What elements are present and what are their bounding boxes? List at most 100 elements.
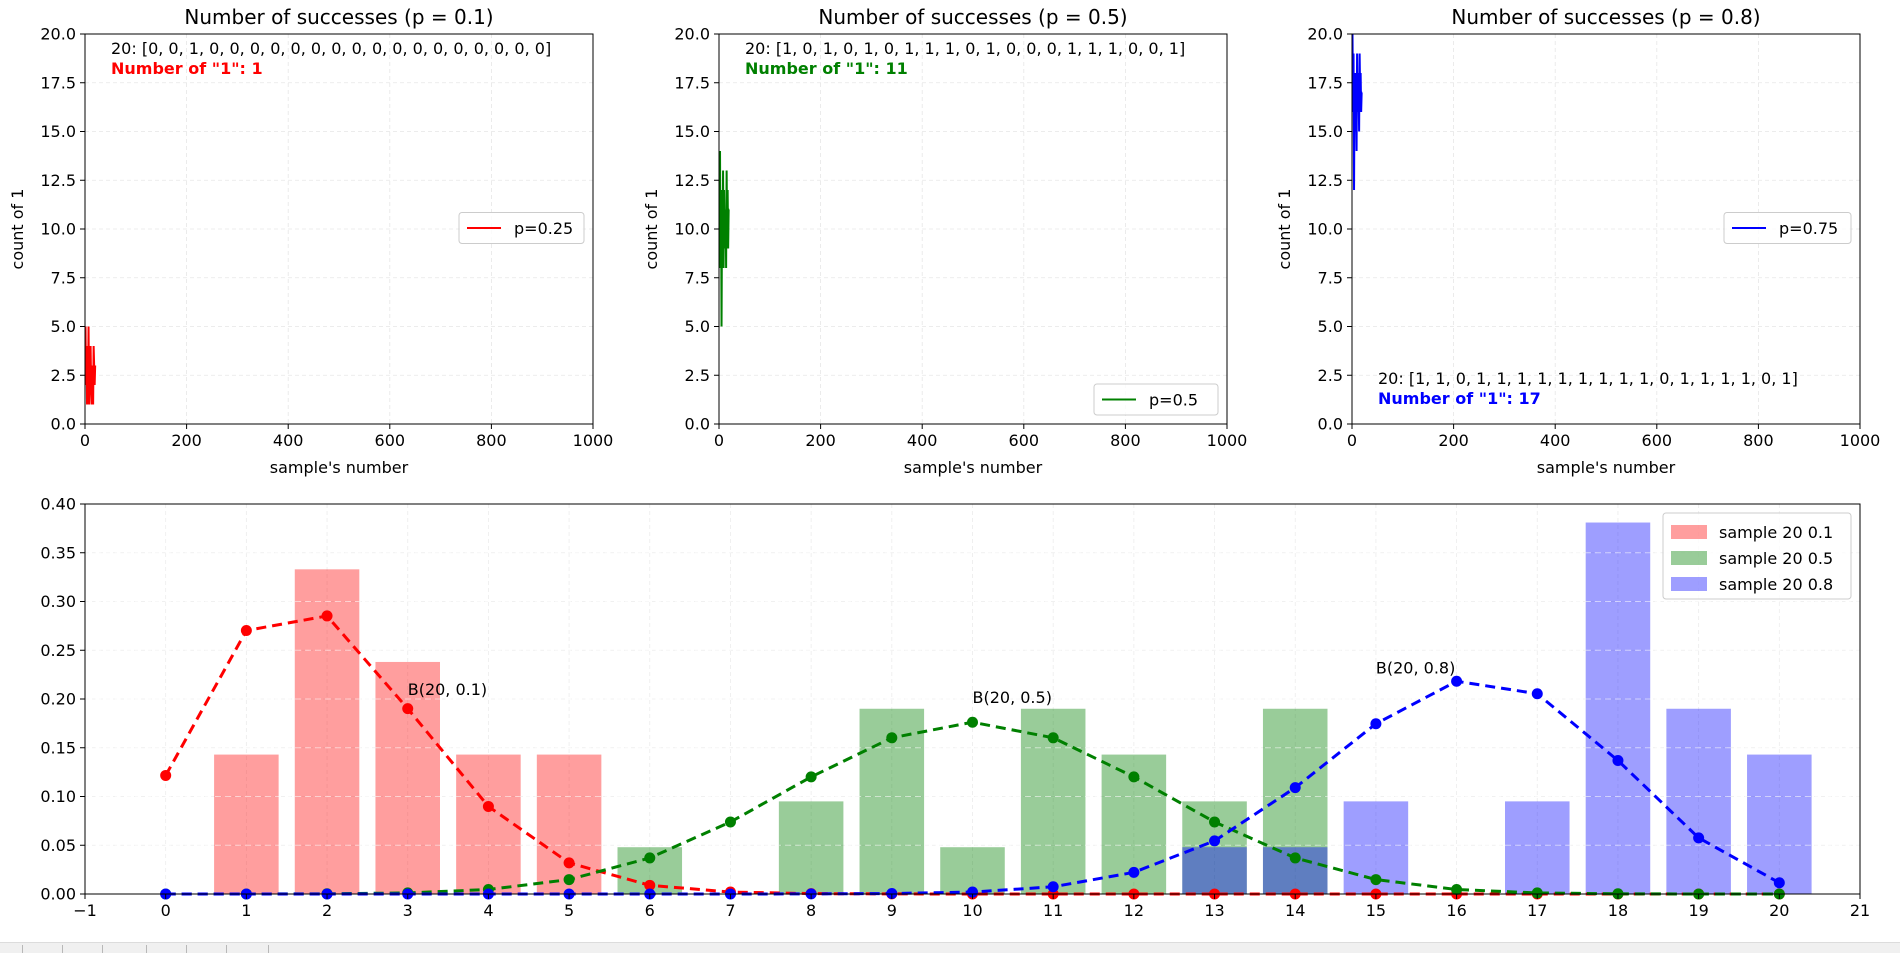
y-tick-label: 0.15 [40, 738, 76, 757]
y-tick-label: 0.05 [40, 836, 76, 855]
y-axis-label: count of 1 [1275, 189, 1294, 270]
y-tick-label: 0.40 [40, 495, 76, 514]
chart-title: Number of successes (p = 0.5) [818, 5, 1127, 29]
histogram-bar [294, 569, 360, 894]
legend-label: sample 20 0.5 [1719, 549, 1833, 568]
pmf-point [1289, 782, 1301, 794]
pmf-point [805, 771, 817, 783]
y-axis-label: count of 1 [642, 189, 661, 270]
pmf-point [240, 625, 252, 637]
y-tick-label: 12.5 [1307, 171, 1343, 190]
pmf-point [644, 852, 656, 864]
histogram-bar [1505, 801, 1570, 894]
pmf-point [1128, 866, 1140, 878]
y-tick-label: 15.0 [1307, 122, 1343, 141]
x-tick-label: 6 [645, 901, 655, 920]
y-tick-label: 5.0 [51, 317, 76, 336]
toolbar-separator [102, 945, 103, 953]
toolbar-separator [22, 945, 23, 953]
x-tick-label: 0 [1347, 431, 1357, 450]
subplot-2: 0 200 400 600 800 1000 0.0 2.5 5.0 7.5 10.0 12.5 15.… [642, 5, 1247, 477]
x-tick-label: 1000 [573, 431, 614, 450]
y-tick-label: 15.0 [674, 122, 710, 141]
y-tick-label: 12.5 [674, 171, 710, 190]
x-tick-label: 1 [241, 901, 251, 920]
x-tick-label: 16 [1446, 901, 1466, 920]
x-tick-label: 600 [1642, 431, 1673, 450]
y-tick-label: 0.25 [40, 641, 76, 660]
y-tick-label: 2.5 [685, 366, 710, 385]
histogram-bar [940, 847, 1005, 894]
x-tick-label: 15 [1366, 901, 1386, 920]
y-tick-label: 17.5 [40, 73, 76, 92]
legend-label: sample 20 0.8 [1719, 575, 1833, 594]
y-tick-label: 12.5 [40, 171, 76, 190]
pmf-point [724, 816, 736, 828]
pmf-point [967, 716, 978, 728]
x-tick-label: 2 [322, 901, 332, 920]
y-tick-label: 10.0 [40, 220, 76, 239]
y-tick-label: 20.0 [1307, 25, 1343, 44]
subplot-3: 0 200 400 600 800 1000 0.0 2.5 5.0 7.5 10.0 12.5 15.… [1275, 5, 1880, 477]
y-tick-label: 7.5 [685, 268, 710, 287]
legend: p=0.5 [1093, 383, 1219, 416]
success-count-text: Number of "1": 17 [1378, 389, 1541, 408]
y-axis-label: count of 1 [8, 189, 27, 270]
subplot-4: B(20, 0.1) B(20, 0.5)B(20, 0.8)−1 0 1 2 3 4 5 6 7… [40, 495, 1870, 921]
y-tick-label: 0.0 [1318, 415, 1343, 434]
success-count-text: Number of "1": 1 [111, 59, 263, 78]
legend-swatch [1671, 577, 1707, 591]
x-tick-label: 1000 [1840, 431, 1881, 450]
pmf-point [1209, 835, 1221, 847]
y-tick-label: 2.5 [51, 366, 76, 385]
pmf-point [1370, 718, 1382, 730]
subplot-1: 0 200 400 600 800 1000 0.0 2.5 5.0 7.5 10.0 12.5 15.… [8, 5, 613, 477]
x-tick-label: 600 [1009, 431, 1040, 450]
x-tick-label: 0 [80, 431, 90, 450]
y-tick-label: 10.0 [674, 220, 710, 239]
legend-swatch [1671, 551, 1707, 565]
status-bar [0, 942, 1900, 953]
x-tick-label: 200 [805, 431, 836, 450]
x-tick-label: 0 [161, 901, 171, 920]
legend: sample 20 0.1 sample 20 0.5 sample 20 0.8 [1662, 512, 1852, 600]
x-tick-label: 10 [962, 901, 982, 920]
pmf-point [1451, 675, 1463, 687]
success-count-text: Number of "1": 11 [745, 59, 908, 78]
y-tick-label: 0.20 [40, 690, 76, 709]
x-tick-label: 400 [273, 431, 304, 450]
chart-title: Number of successes (p = 0.8) [1451, 5, 1760, 29]
histogram-bar [375, 661, 440, 894]
series-line [718, 150, 730, 327]
pmf-point [563, 874, 575, 886]
pmf-point [1370, 874, 1382, 886]
y-tick-label: 0.30 [40, 592, 76, 611]
x-tick-label: 1000 [1207, 431, 1248, 450]
pmf-point [482, 800, 494, 812]
x-axis-label: sample's number [904, 458, 1043, 477]
pmf-point [563, 857, 575, 869]
x-tick-label: 17 [1527, 901, 1547, 920]
legend: p=0.75 [1723, 212, 1852, 244]
y-tick-label: 7.5 [1318, 268, 1343, 287]
pmf-point [1612, 755, 1624, 767]
x-tick-label: 800 [1743, 431, 1774, 450]
x-tick-label: 11 [1043, 901, 1063, 920]
legend-swatch [1671, 525, 1707, 539]
pmf-point [967, 886, 978, 898]
histogram-bar [214, 754, 279, 894]
pmf-point [1773, 877, 1785, 889]
series-line [1351, 33, 1363, 191]
chart-title: Number of successes (p = 0.1) [184, 5, 493, 29]
legend-box [1093, 383, 1219, 416]
y-tick-label: 5.0 [1318, 317, 1343, 336]
y-tick-label: 10.0 [1307, 220, 1343, 239]
pmf-point [1451, 884, 1463, 896]
sample-sequence-text: 20: [0, 0, 1, 0, 0, 0, 0, 0, 0, 0, 0, 0,… [111, 39, 551, 58]
toolbar-separator [186, 945, 187, 953]
histogram-bar [536, 754, 602, 894]
x-tick-label: 13 [1204, 901, 1224, 920]
x-tick-label: 200 [171, 431, 202, 450]
y-tick-label: 0.0 [51, 415, 76, 434]
